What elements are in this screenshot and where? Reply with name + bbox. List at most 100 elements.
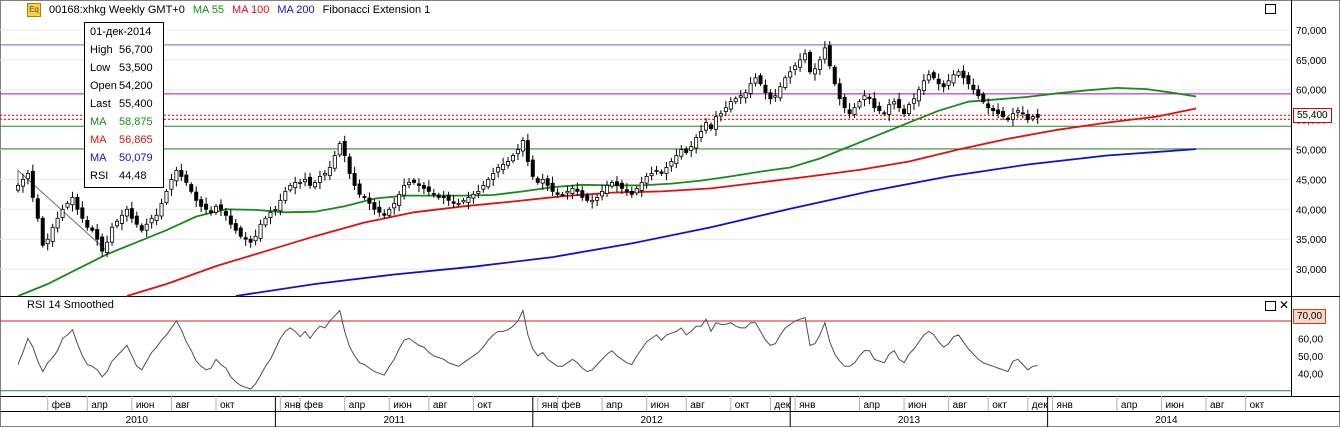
month-label: июн [651,400,670,411]
candle [619,179,624,195]
month-label: авг [433,400,448,411]
candle [817,56,822,76]
candle-body [1020,112,1025,115]
candle-body [570,187,575,194]
candle-body [451,201,456,204]
candle [95,223,100,246]
candle-body [273,208,278,211]
ma200-legend[interactable]: MA 200 [277,4,315,16]
candle-body [288,184,293,191]
candle-body [817,59,822,70]
candle-body [728,101,733,110]
info-key: MA [90,116,107,128]
candle-body [327,167,332,176]
candle [614,176,619,193]
candle-body [387,208,392,216]
candle-body [991,107,996,112]
candle-body [763,84,768,94]
info-key: Low [90,62,111,74]
candle [590,194,595,209]
candle-body [718,113,723,117]
candle-body [90,227,95,231]
candle [298,178,303,189]
candle [580,186,585,201]
candle-body [119,214,124,224]
candle [926,70,931,84]
candle-body [788,71,793,78]
candle [322,169,327,181]
candle-body [778,86,783,99]
candle [416,178,421,193]
ma100-legend[interactable]: MA 100 [232,4,270,16]
candle-body [867,96,872,100]
candle [20,173,25,193]
candle [669,158,674,172]
candle [506,156,511,169]
candle-body [911,98,916,104]
candle-body [506,161,511,166]
candle-body [986,103,991,109]
info-date: 01-дек-2014 [90,26,152,38]
info-key: High [90,44,113,56]
candle [664,161,669,181]
maximize-price-pane-button[interactable] [1265,4,1276,14]
candle-body [233,223,238,231]
candle-body [704,122,709,131]
info-key: Last [90,98,111,110]
month-label: апр [349,400,366,411]
month-label: авг [953,400,968,411]
maximize-rsi-pane-button[interactable] [1265,301,1276,311]
candle-body [372,202,377,210]
candle-body [75,196,80,210]
candle-body [966,75,971,85]
candle-body [689,146,694,151]
rsi-title[interactable]: RSI 14 Smoothed [27,299,114,311]
candle [728,97,733,113]
info-value: 55,400 [119,98,153,110]
candle [793,62,798,76]
candle [882,110,887,117]
month-label: июн [393,400,412,411]
candle [30,164,35,202]
candle-body [659,171,664,174]
rsi-line [17,308,1038,390]
candle [491,167,496,187]
candle-body [1006,117,1011,121]
candle [367,192,372,211]
candle-body [847,109,852,115]
candle [397,190,402,212]
info-key: MA [90,134,107,146]
candle-body [902,108,907,115]
candle [565,185,570,200]
candle [1035,108,1040,124]
close-rsi-icon[interactable]: ✕ [1279,298,1290,312]
ma55-legend[interactable]: MA 55 [192,4,225,16]
candle [842,93,847,114]
candle [243,232,248,246]
candle [644,172,649,189]
symbol-label[interactable]: 00168:xhkg Weekly GMT+0 [49,4,185,16]
candle [421,181,426,195]
candle [342,135,347,163]
candle [733,96,738,105]
candle [194,186,199,208]
candle-body [30,170,35,198]
fibonacci-legend[interactable]: Fibonacci Extension 1 [322,4,431,16]
candle [971,78,976,95]
candle [976,85,981,100]
info-row: RSI 44,48 [85,167,163,185]
info-value: 53,500 [119,62,153,74]
candle-body [169,179,174,190]
candle-body [619,182,624,189]
candle [456,198,461,207]
candle-body [164,190,169,204]
candle [327,160,332,181]
candle [124,205,129,222]
candle-body [713,116,718,130]
candle [852,103,857,118]
candle [961,65,966,85]
candle-body [916,89,921,102]
candle [35,194,40,222]
info-row: MA 58,875 [85,113,163,131]
